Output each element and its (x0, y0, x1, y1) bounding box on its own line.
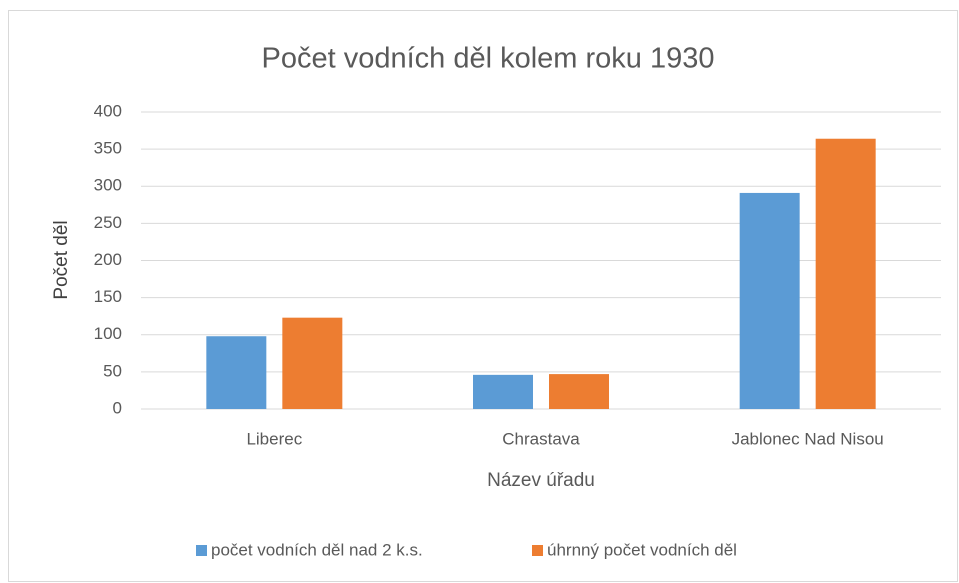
y-tick-label: 200 (94, 250, 122, 269)
y-tick-label: 0 (113, 398, 122, 417)
y-tick-label: 350 (94, 139, 122, 158)
x-tick-label: Jablonec Nad Nisou (732, 429, 884, 448)
y-tick-label: 50 (103, 361, 122, 380)
legend-label: počet vodních děl nad 2 k.s. (211, 540, 423, 559)
bar (815, 138, 876, 410)
bar (549, 374, 609, 409)
bar (206, 336, 267, 409)
bar (739, 192, 800, 409)
x-tick-label: Chrastava (502, 429, 580, 448)
y-tick-label: 300 (94, 176, 122, 195)
y-tick-label: 250 (94, 213, 122, 232)
bar (473, 374, 533, 409)
y-tick-label: 400 (94, 101, 122, 120)
legend-swatch (196, 545, 207, 556)
y-tick-label: 100 (94, 324, 122, 343)
chart-title: Počet vodních děl kolem roku 1930 (262, 43, 715, 75)
x-axis-label: Název úřadu (487, 470, 595, 491)
x-tick-label: Liberec (246, 429, 302, 448)
legend-label: úhrnný počet vodních děl (547, 540, 737, 559)
legend-swatch (532, 545, 543, 556)
bar (282, 317, 343, 409)
y-axis-label: Počet děl (51, 220, 72, 299)
y-tick-label: 150 (94, 287, 122, 306)
chart-frame (8, 10, 958, 582)
